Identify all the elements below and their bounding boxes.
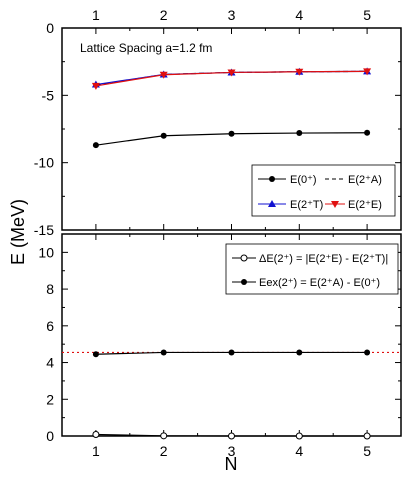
legend-label-e0: E(0⁺) (290, 174, 317, 186)
bottom-y-tick-label: 6 (46, 318, 54, 334)
legend-label-delta: ΔE(2⁺) = |E(2⁺E) - E(2⁺T)| (259, 253, 388, 265)
top-series-0-point (160, 132, 167, 139)
bottom-y-tick-label: 4 (46, 355, 54, 371)
top-y-tick-label: -15 (34, 222, 54, 238)
bottom-series-0-point (160, 432, 168, 440)
bottom-legend-box (225, 243, 399, 295)
top-legend-box (251, 164, 396, 217)
bottom-series-1-point (364, 349, 371, 356)
legend-marker-e2e (331, 201, 339, 208)
x-axis-label: N (225, 454, 238, 474)
lattice-spacing-annotation: Lattice Spacing a=1.2 fm (80, 41, 212, 55)
top-x-tick-label: 5 (363, 7, 371, 23)
top-x-tick-label: 4 (295, 7, 303, 23)
top-legend: E(0⁺) E(2⁺A) E(2⁺T) E(2⁺E) (251, 164, 396, 217)
bottom-series-1-point (228, 349, 235, 356)
bottom-x-tick-label: 5 (363, 443, 371, 459)
bottom-y-tick-label: 8 (46, 281, 54, 297)
top-series-3-point (91, 82, 100, 90)
legend-label-e2a: E(2⁺A) (348, 174, 382, 186)
bottom-series-1-point (92, 351, 99, 358)
y-axis-label: E (MeV) (8, 199, 28, 265)
top-x-tick-label: 3 (228, 7, 236, 23)
bottom-series-1-point (296, 349, 303, 356)
top-y-tick-label: 0 (46, 20, 54, 36)
bottom-series-0-point (363, 432, 371, 440)
bottom-series-0-point (295, 432, 303, 440)
top-series-0-point (228, 130, 235, 137)
legend-marker-e2t (268, 200, 276, 207)
legend-marker-e0 (269, 176, 275, 182)
legend-label-e2t: E(2⁺T) (290, 199, 323, 211)
bottom-legend: ΔE(2⁺) = |E(2⁺E) - E(2⁺T)| Eex(2⁺) = E(2… (225, 243, 399, 295)
top-series-3-point (295, 68, 304, 76)
legend-marker-delta (240, 254, 248, 262)
top-series-3-point (159, 71, 168, 79)
top-series-3-point (227, 69, 236, 77)
bottom-x-tick-label: 3 (228, 443, 236, 459)
top-series-3-point (363, 68, 372, 76)
bottom-series-0-point (92, 431, 100, 439)
bottom-y-tick-label: 0 (46, 428, 54, 444)
top-series-0-point (364, 129, 371, 136)
top-series-0-point (296, 130, 303, 137)
top-y-tick-label: -10 (34, 155, 54, 171)
bottom-y-tick-label: 10 (38, 244, 54, 260)
legend-label-eex: Eex(2⁺) = E(2⁺A) - E(0⁺) (259, 277, 380, 289)
legend-marker-eex (241, 279, 247, 285)
bottom-x-tick-label: 1 (92, 443, 100, 459)
top-series-0-point (92, 142, 99, 149)
bottom-x-tick-label: 4 (295, 443, 303, 459)
top-x-tick-label: 2 (160, 7, 168, 23)
bottom-y-tick-label: 2 (46, 391, 54, 407)
bottom-series-1-point (160, 349, 167, 356)
legend-label-e2e: E(2⁺E) (348, 199, 382, 211)
top-y-tick-label: -5 (42, 87, 55, 103)
bottom-x-tick-label: 2 (160, 443, 168, 459)
bottom-series-0-point (228, 432, 235, 440)
top-x-tick-label: 1 (92, 7, 100, 23)
